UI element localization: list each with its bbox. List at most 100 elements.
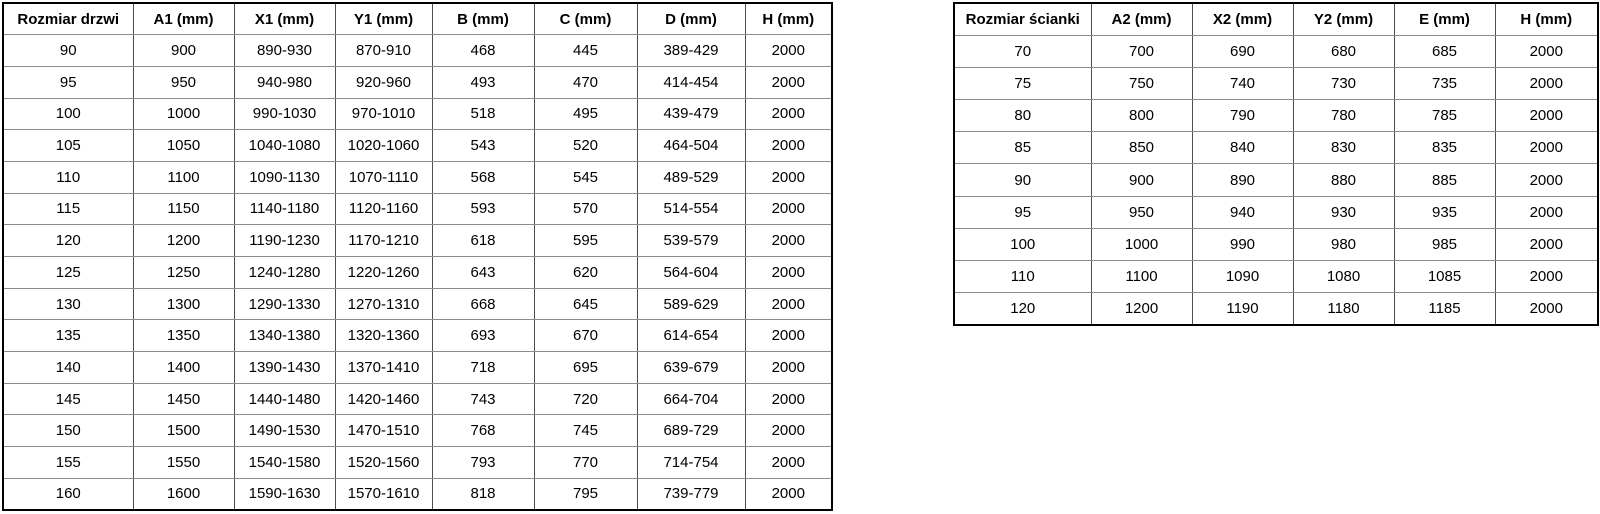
table-cell: 105 <box>2 129 134 162</box>
table-row: 85 850 840 830 835 2000 <box>953 131 1599 165</box>
table-cell: 1240-1280 <box>233 256 336 289</box>
table-cell: 130 <box>2 287 134 321</box>
column-header: A2 (mm) <box>1090 2 1193 36</box>
table-cell: 1550 <box>132 446 235 479</box>
table-cell: 570 <box>533 192 638 226</box>
table-cell: 110 <box>953 259 1092 294</box>
table-row: 120 1200 1190-1230 1170-1210 618 595 539-579 20… <box>2 224 833 257</box>
table-cell: 770 <box>533 446 638 479</box>
table-cell: 120 <box>953 292 1092 326</box>
column-header: H (mm) <box>1494 2 1599 36</box>
table-cell: 1570-1610 <box>334 477 433 511</box>
table-cell: 643 <box>431 256 535 289</box>
table-row: 100 1000 990 980 985 2000 <box>953 227 1599 262</box>
table-row: 110 1100 1090-1130 1070-1110 568 545 489-529 20… <box>2 160 833 194</box>
table-cell: 489-529 <box>636 160 746 194</box>
table-cell: 1190 <box>1191 292 1294 326</box>
table-cell: 110 <box>2 160 134 194</box>
table-cell: 100 <box>953 227 1092 262</box>
table-cell: 890 <box>1191 163 1294 197</box>
table-row: 115 1150 1140-1180 1120-1160 593 570 514-554 20… <box>2 192 833 226</box>
table-cell: 1085 <box>1393 259 1496 294</box>
table-cell: 125 <box>2 256 134 289</box>
table-cell: 95 <box>953 195 1092 229</box>
table-cell: 2000 <box>1494 66 1599 101</box>
table-cell: 685 <box>1393 34 1496 68</box>
table-cell: 1090-1130 <box>233 160 336 194</box>
table-row: 100 1000 990-1030 970-1010 518 495 439-479 2000 <box>2 97 833 131</box>
table-cell: 2000 <box>744 319 833 353</box>
table-cell: 870-910 <box>334 34 433 67</box>
table-row: 125 1250 1240-1280 1220-1260 643 620 564-604 20… <box>2 256 833 289</box>
table-cell: 664-704 <box>636 382 746 416</box>
table-cell: 890-930 <box>233 34 336 67</box>
door-sizes-table: Rozmiar drzwi A1 (mm) X1 (mm) Y1 (mm) B (mm)… <box>2 2 833 511</box>
table-row: 145 1450 1440-1480 1420-1460 743 720 664-704 20… <box>2 382 833 416</box>
table-cell: 1250 <box>132 256 235 289</box>
table-cell: 700 <box>1090 34 1193 68</box>
table-cell: 645 <box>533 287 638 321</box>
table-cell: 1100 <box>1090 259 1193 294</box>
table-cell: 155 <box>2 446 134 479</box>
table-cell: 1540-1580 <box>233 446 336 479</box>
table-cell: 1270-1310 <box>334 287 433 321</box>
table-row: 155 1550 1540-1580 1520-1560 793 770 714-754 20… <box>2 446 833 479</box>
table-cell: 950 <box>1090 195 1193 229</box>
table-cell: 680 <box>1292 34 1395 68</box>
table-cell: 880 <box>1292 163 1395 197</box>
table-cell: 520 <box>533 129 638 162</box>
table-cell: 2000 <box>1494 131 1599 165</box>
table-cell: 160 <box>2 477 134 511</box>
table-cell: 850 <box>1090 131 1193 165</box>
table-cell: 1320-1360 <box>334 319 433 353</box>
table-cell: 885 <box>1393 163 1496 197</box>
table-cell: 495 <box>533 97 638 131</box>
table-cell: 930 <box>1292 195 1395 229</box>
table-row: 95 950 940-980 920-960 493 470 414-454 2000 <box>2 65 833 99</box>
table-cell: 2000 <box>744 382 833 416</box>
table-cell: 95 <box>2 65 134 99</box>
table-cell: 389-429 <box>636 34 746 67</box>
table-cell: 1050 <box>132 129 235 162</box>
table-cell: 2000 <box>744 446 833 479</box>
table-cell: 468 <box>431 34 535 67</box>
table-cell: 1170-1210 <box>334 224 433 257</box>
table-cell: 1340-1380 <box>233 319 336 353</box>
table-cell: 614-654 <box>636 319 746 353</box>
table-cell: 900 <box>1090 163 1193 197</box>
column-header: X1 (mm) <box>233 2 336 36</box>
table-cell: 140 <box>2 351 134 384</box>
table-cell: 75 <box>953 66 1092 101</box>
table-cell: 445 <box>533 34 638 67</box>
table-cell: 1100 <box>132 160 235 194</box>
table-cell: 115 <box>2 192 134 226</box>
table-cell: 718 <box>431 351 535 384</box>
table-cell: 980 <box>1292 227 1395 262</box>
table-cell: 1000 <box>1090 227 1193 262</box>
table-cell: 1600 <box>132 477 235 511</box>
table-cell: 539-579 <box>636 224 746 257</box>
table-cell: 80 <box>953 99 1092 133</box>
table-cell: 818 <box>431 477 535 511</box>
column-header: E (mm) <box>1393 2 1496 36</box>
column-header: H (mm) <box>744 2 833 36</box>
table-cell: 1470-1510 <box>334 414 433 448</box>
table-cell: 780 <box>1292 99 1395 133</box>
table-cell: 1220-1260 <box>334 256 433 289</box>
header-row: Rozmiar ścianki A2 (mm) X2 (mm) Y2 (mm) E (m… <box>953 2 1599 36</box>
table-cell: 85 <box>953 131 1092 165</box>
table-cell: 689-729 <box>636 414 746 448</box>
table-cell: 1090 <box>1191 259 1294 294</box>
table-row: 160 1600 1590-1630 1570-1610 818 795 739-779 20… <box>2 477 833 511</box>
table-cell: 470 <box>533 65 638 99</box>
table-cell: 2000 <box>1494 259 1599 294</box>
column-header: X2 (mm) <box>1191 2 1294 36</box>
table-cell: 1150 <box>132 192 235 226</box>
table-cell: 740 <box>1191 66 1294 101</box>
table-cell: 720 <box>533 382 638 416</box>
table-cell: 1590-1630 <box>233 477 336 511</box>
table-cell: 790 <box>1191 99 1294 133</box>
table-cell: 1390-1430 <box>233 351 336 384</box>
table-cell: 985 <box>1393 227 1496 262</box>
table-cell: 690 <box>1191 34 1294 68</box>
